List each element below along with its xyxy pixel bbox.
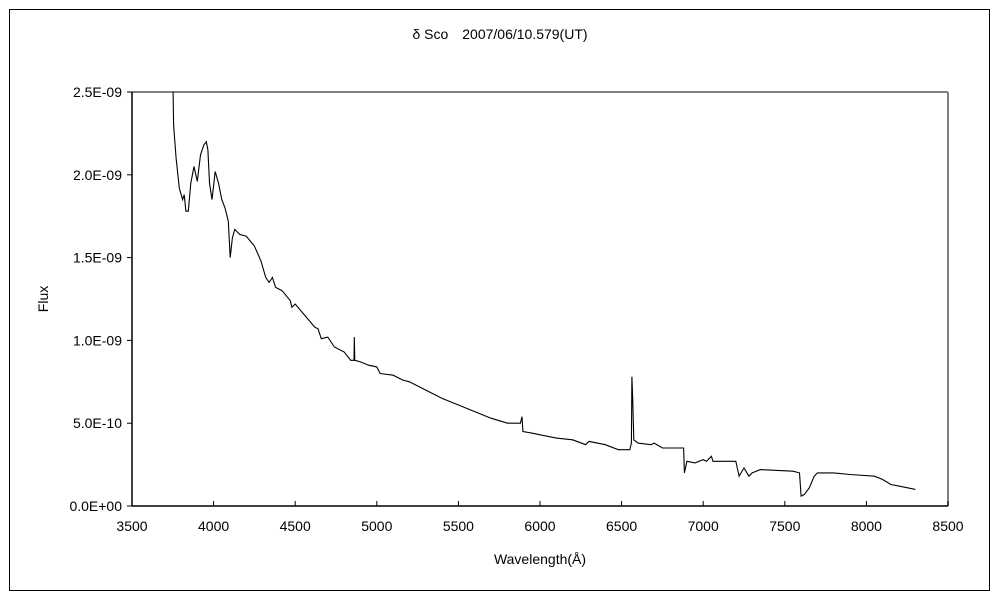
y-tick-label: 1.0E-09: [73, 332, 122, 348]
y-tick-label: 5.0E-10: [73, 415, 122, 431]
x-tick-label: 4000: [198, 518, 229, 534]
x-tick-label: 4500: [280, 518, 311, 534]
x-tick-label: 6500: [606, 518, 637, 534]
chart-title: δ Sco 2007/06/10.579(UT): [412, 26, 587, 42]
x-tick-label: 6000: [524, 518, 555, 534]
spectrum-line: [172, 91, 916, 497]
chart-border: [9, 9, 990, 591]
y-tick-label: 2.5E-09: [73, 84, 122, 100]
x-tick-label: 5000: [361, 518, 392, 534]
y-axis-label: Flux: [35, 286, 51, 312]
x-axis-label: Wavelength(Å): [494, 551, 586, 567]
y-tick-label: 1.5E-09: [73, 250, 122, 266]
x-tick-label: 8000: [851, 518, 882, 534]
x-tick-label: 3500: [116, 518, 147, 534]
x-tick-label: 7500: [769, 518, 800, 534]
x-tick-label: 5500: [443, 518, 474, 534]
x-tick-label: 8500: [932, 518, 963, 534]
y-tick-label: 0.0E+00: [69, 498, 122, 514]
y-tick-label: 2.0E-09: [73, 167, 122, 183]
x-tick-label: 7000: [688, 518, 719, 534]
